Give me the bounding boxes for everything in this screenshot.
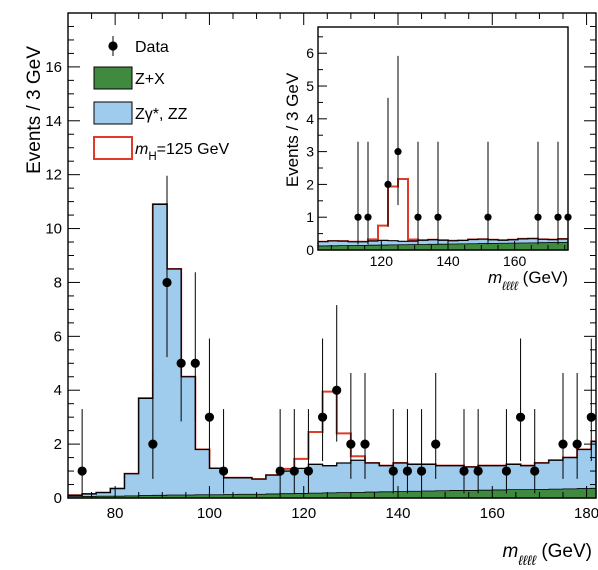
data-point xyxy=(190,358,200,368)
data-point xyxy=(416,466,427,476)
data-point xyxy=(303,466,314,476)
inset-y-tick-label: 1 xyxy=(306,209,314,225)
legend-label-higgs: mH=125 GeV xyxy=(135,141,229,163)
y-tick-label: 2 xyxy=(54,436,62,453)
zz-background-histogram xyxy=(67,203,597,499)
inset-data-point xyxy=(534,213,542,221)
data-point xyxy=(162,277,172,288)
y-tick-label: 8 xyxy=(54,274,62,291)
inset-data-point xyxy=(434,213,442,221)
y-tick-label: 10 xyxy=(45,221,62,238)
data-point xyxy=(77,466,87,476)
data-point xyxy=(558,439,568,449)
legend-swatch-zz xyxy=(93,101,133,125)
data-point xyxy=(388,466,398,476)
data-point xyxy=(572,439,582,449)
legend-swatch-higgs xyxy=(93,136,133,160)
data-point xyxy=(218,466,229,476)
data-point xyxy=(530,466,540,476)
data-point xyxy=(275,466,285,476)
inset-y-tick-label: 4 xyxy=(306,111,314,127)
inset-data-point xyxy=(384,180,392,189)
inset-data-point xyxy=(554,213,562,221)
inset-data-point xyxy=(354,213,362,221)
y-tick-label: 6 xyxy=(54,328,62,345)
data-point xyxy=(473,466,483,476)
data-point xyxy=(204,412,215,422)
x-tick-label: 120 xyxy=(291,505,316,522)
legend-label-zz: Zγ*, ZZ xyxy=(135,106,188,123)
inset-y-tick-label: 2 xyxy=(306,176,314,192)
inset-data-point xyxy=(414,213,422,221)
legend-swatch-zx xyxy=(93,66,133,90)
data-point xyxy=(501,466,512,476)
data-point xyxy=(431,439,441,449)
legend-data-marker xyxy=(108,41,118,51)
inset-x-tick-label: 140 xyxy=(436,253,460,269)
y-tick-label: 16 xyxy=(45,59,62,76)
data-point xyxy=(317,412,328,422)
data-point xyxy=(360,439,370,449)
y-tick-label: 4 xyxy=(54,382,62,399)
x-axis-title: mℓℓℓℓ (GeV) xyxy=(503,541,592,565)
data-point xyxy=(148,439,158,449)
data-point xyxy=(332,385,342,395)
data-point xyxy=(515,412,526,422)
inset-x-tick-label: 160 xyxy=(503,253,527,269)
inset-y-tick-label: 0 xyxy=(306,242,314,258)
x-tick-label: 160 xyxy=(480,505,505,522)
data-point xyxy=(346,439,356,449)
x-tick-label: 100 xyxy=(197,505,222,522)
legend-label-zx: Z+X xyxy=(135,71,165,88)
inset-data-point xyxy=(364,213,372,221)
y-tick-label: 12 xyxy=(45,167,62,184)
data-point xyxy=(402,466,413,476)
inset-frame xyxy=(317,26,569,251)
y-tick-label: 0 xyxy=(54,490,62,507)
legend: Data Z+X Zγ*, ZZ mH=125 GeV xyxy=(93,36,229,163)
inset-x-tick-label: 120 xyxy=(370,253,394,269)
inset-y-axis-title: Events / 3 GeV xyxy=(283,72,302,187)
x-tick-label: 180 xyxy=(574,505,598,522)
inset-data-point xyxy=(484,213,492,221)
inset-y-tick-label: 6 xyxy=(306,45,314,61)
legend-label-data: Data xyxy=(135,39,169,56)
inset-y-tick-label: 3 xyxy=(306,144,314,160)
data-point xyxy=(459,466,469,476)
x-tick-label: 140 xyxy=(385,505,410,522)
inset-x-axis-title: mℓℓℓℓ (GeV) xyxy=(488,268,568,293)
x-tick-label: 80 xyxy=(107,505,124,522)
y-tick-label: 14 xyxy=(45,113,62,130)
inset-y-tick-label: 5 xyxy=(306,78,314,94)
inset-data-point xyxy=(394,148,402,156)
inset-background xyxy=(318,27,568,250)
data-point xyxy=(289,466,299,476)
y-axis-title: Events / 3 GeV xyxy=(24,46,45,174)
data-point xyxy=(176,358,186,368)
